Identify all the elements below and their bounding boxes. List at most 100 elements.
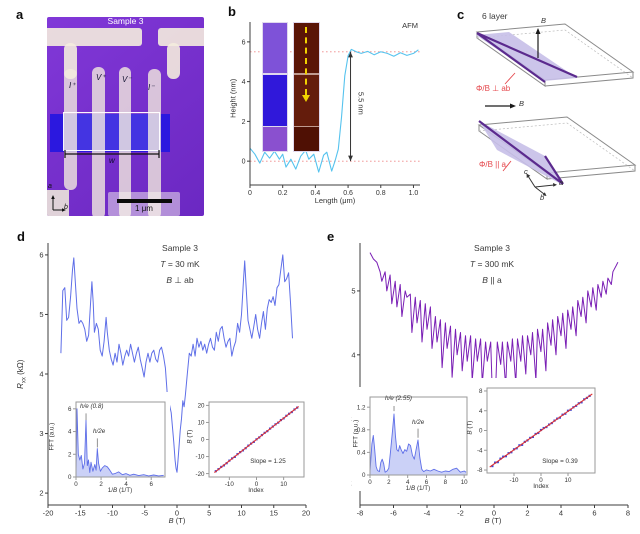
x-tick-label: 5 <box>207 509 211 518</box>
y-tick-label: 4 <box>351 350 355 359</box>
data-point <box>491 464 494 468</box>
y-tick-label: 0 <box>68 474 72 481</box>
afm-xlabel: Length (μm) <box>314 196 356 205</box>
e-h2e-peak-label: h/2e <box>412 419 425 426</box>
scalebar-label: 1 μm <box>135 204 153 213</box>
x-tick-label: 0 <box>74 481 78 488</box>
e-landau-xlabel: Index <box>533 483 549 490</box>
micrograph-image: Sample 3 I⁺ V⁺ V⁻ I⁻ w 1 μm a b <box>47 17 204 216</box>
x-tick-label: 0.6 <box>343 190 353 197</box>
b-field-label-top: B <box>541 16 547 25</box>
x-tick-label: 0 <box>368 479 372 486</box>
y-tick-label: 0 <box>479 428 483 435</box>
y-tick-label: 0.8 <box>357 427 366 434</box>
y-tick-label: 2 <box>39 489 43 498</box>
finger-v-plus <box>92 67 105 216</box>
sample-title: Sample 3 <box>107 17 144 26</box>
y-tick-label: 4 <box>479 408 483 415</box>
y-tick-label: 6 <box>68 406 72 413</box>
x-tick-label: 8 <box>444 479 448 486</box>
electrode-top-left <box>47 28 142 46</box>
data-point <box>502 455 505 458</box>
layer-count-label: 6 layer <box>482 11 508 21</box>
x-tick-label: 0 <box>492 509 496 518</box>
x-tick-label: -6 <box>390 509 397 518</box>
x-tick-label: 0 <box>175 509 179 518</box>
x-tick-label: 0 <box>248 190 252 197</box>
x-tick-label: 2 <box>525 509 529 518</box>
x-tick-label: -10 <box>225 481 235 488</box>
finger-v-minus <box>119 67 131 216</box>
e-xlabel: B (T) <box>484 516 502 525</box>
x-tick-label: 2 <box>387 479 391 486</box>
electrode-label-i-minus: I⁻ <box>148 83 155 92</box>
y-tick-label: -8 <box>477 467 483 474</box>
width-arrow <box>64 150 160 158</box>
data-point <box>521 443 524 446</box>
d-fft-xlabel: 1/B (1/T) <box>107 487 133 494</box>
data-point <box>496 461 499 464</box>
y-tick-label: 3 <box>39 429 43 438</box>
y-tick-label: -4 <box>477 447 483 454</box>
x-tick-label: 6 <box>592 509 596 518</box>
width-label: w <box>109 156 115 165</box>
finger-i-plus <box>64 69 77 190</box>
scan-arrow-icon <box>305 27 307 95</box>
y-tick-label: 0 <box>362 472 366 479</box>
afm-ylabel: Height (nm) <box>228 78 238 118</box>
data-point <box>580 401 583 404</box>
y-tick-label: 8 <box>479 388 483 395</box>
x-tick-label: 4 <box>124 481 128 488</box>
series-line-linear-fit <box>489 393 593 468</box>
finger-i-minus <box>148 69 161 216</box>
axis-a2-label: a <box>559 178 564 187</box>
afm-tag: AFM <box>402 21 418 30</box>
afm-profile-chart: 0 0.2 0.4 0.6 0.8 1.0 0 2 4 6 <box>242 22 420 197</box>
electrode-label-i-plus: I⁺ <box>69 81 76 90</box>
panel-d-label: d <box>17 229 25 244</box>
x-tick-label: 10 <box>565 477 572 484</box>
d-temperature: T = 30 mK <box>160 259 200 269</box>
e-title: Sample 3 <box>474 243 510 253</box>
y-tick-label: -10 <box>196 454 206 461</box>
panel-e-label: e <box>327 229 335 244</box>
d-h2e-peak-label: h/2e <box>93 428 106 435</box>
x-tick-label: 15 <box>270 509 278 518</box>
x-tick-label: 0.4 <box>311 190 321 197</box>
x-tick-label: 1.0 <box>409 190 419 197</box>
y-tick-label: 4 <box>68 429 72 436</box>
arrowhead-icon <box>348 155 353 162</box>
e-fft-inset: 0 2 4 6 8 10 0 0.4 0.8 1.2 <box>352 387 474 491</box>
x-tick-label: 4 <box>559 509 563 518</box>
d-slope-label: Slope = 1.25 <box>250 458 286 465</box>
x-tick-label: -10 <box>107 509 118 518</box>
series-line-fft-spectrum <box>75 408 164 477</box>
scalebar <box>117 199 172 203</box>
data-point <box>499 457 502 460</box>
y-tick-label: 5 <box>39 310 43 319</box>
optical-strip-image <box>262 22 288 152</box>
d-landau-inset: -10 0 10 -20 -10 0 10 20 <box>192 392 310 492</box>
series-line-height-profile <box>249 48 419 173</box>
ab-axes-icon <box>51 195 66 212</box>
d-field-orientation: B ⊥ ab <box>166 275 194 285</box>
x-tick-label: -15 <box>75 509 86 518</box>
y-tick-label: 20 <box>198 403 205 410</box>
panel-a-label: a <box>16 7 24 22</box>
scalebar-backing <box>108 192 180 216</box>
axis-c-label: c <box>524 167 528 176</box>
d-fft-inset: 0 2 4 6 0 2 4 6 <box>58 392 170 492</box>
series-line-linear-fit <box>214 405 299 474</box>
step-height-label: 5.5 nm <box>356 91 366 115</box>
inset-background <box>192 392 310 492</box>
x-tick-label: 10 <box>237 509 245 518</box>
e-he-peak-label: h/e (2.55) <box>385 395 412 402</box>
e-fft-xlabel: 1/B (1/T) <box>405 485 431 492</box>
x-tick-label: -8 <box>357 509 364 518</box>
series-line-fft-spectrum <box>369 413 467 473</box>
y-tick-label: 6 <box>242 39 246 46</box>
e-temperature: T = 300 mK <box>469 259 515 269</box>
axis-b-label: b <box>64 204 68 211</box>
